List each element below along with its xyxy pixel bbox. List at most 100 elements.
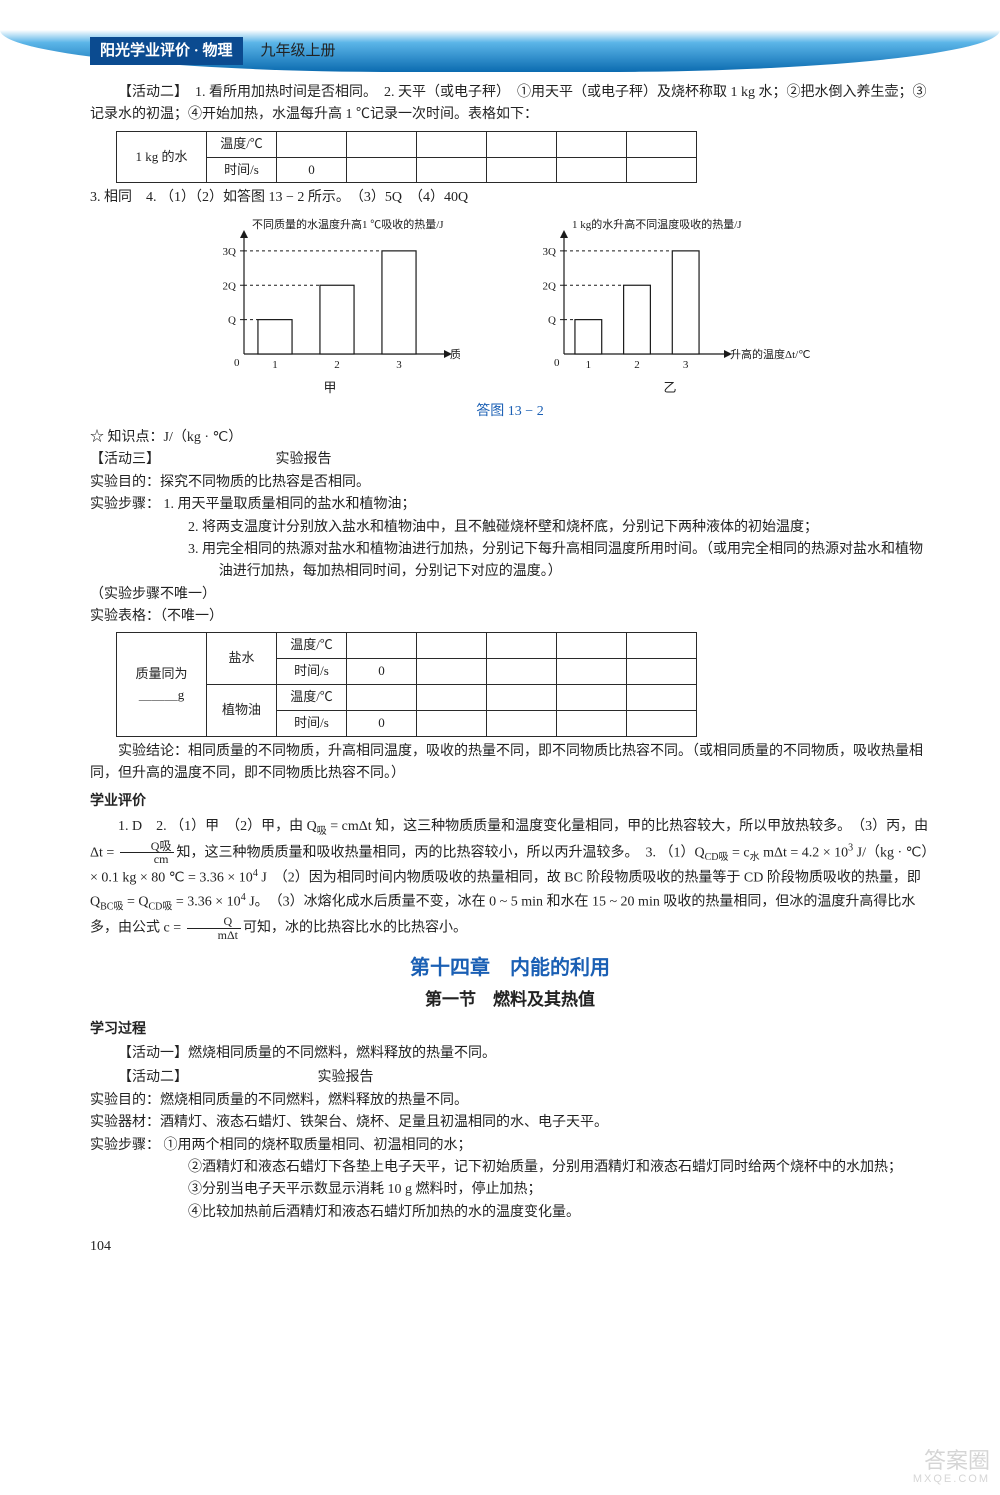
svg-text:1: 1 (586, 359, 592, 371)
learn-s3: ③分别当电子天平示数显示消耗 10 g 燃料时，停止加热； (188, 1179, 930, 1201)
tbl2-temp1: 温度/℃ (277, 633, 347, 659)
tbl2-temp2: 温度/℃ (277, 685, 347, 711)
activity2-table: 1 kg 的水 温度/℃ 时间/s 0 (116, 131, 697, 184)
ev-a: 1. D 2. （1）甲 （2）甲，由 Q (118, 819, 317, 834)
tbl1-r1: 温度/℃ (207, 131, 277, 157)
svg-text:0: 0 (554, 357, 560, 369)
tbl2-mass-u: ＿＿＿g (139, 687, 185, 702)
svg-text:不同质量的水温度升高1 ℃吸收的热量/J: 不同质量的水温度升高1 ℃吸收的热量/J (252, 217, 444, 231)
svg-text:2: 2 (334, 359, 340, 371)
learn-report-title: 实验报告 (192, 1067, 472, 1089)
svg-text:1 kg的水升高不同温度吸收的热量/J: 1 kg的水升高不同温度吸收的热量/J (572, 217, 742, 231)
chart-jia: 不同质量的水温度升高1 ℃吸收的热量/J 0 Q 2Q 3Q 1 2 3 质量/kg 甲 (200, 216, 460, 399)
svg-text:1: 1 (272, 359, 278, 371)
learn-equip: 实验器材：酒精灯、液态石蜡灯、铁架台、烧杯、足量且初温相同的水、电子天平。 (90, 1112, 930, 1134)
chart1-sub: 甲 (200, 378, 460, 399)
svg-text:2Q: 2Q (543, 280, 557, 292)
ev-c: 知，这三种物质质量和吸收热量相同，丙的比热容较小，所以丙升温较多。 3. （1）… (176, 845, 704, 860)
ev-f2d: mΔt (187, 929, 241, 942)
evaluation-heading: 学业评价 (90, 791, 930, 813)
svg-text:0: 0 (234, 357, 240, 369)
act3-h: 【活动三】 (90, 452, 160, 467)
svg-text:3: 3 (683, 359, 689, 371)
act3-s2: 2. 将两支温度计分别放入盐水和植物油中，且不触碰烧杯壁和烧杯底，分别记下两种液… (188, 517, 930, 539)
ev-sub2: CD吸 (705, 852, 729, 863)
book-title: 阳光学业评价 · 物理 (90, 37, 243, 65)
act3-purpose: 实验目的：探究不同物质的比热容是否相同。 (90, 472, 930, 494)
activity3-heading: 【活动三】 实验报告 (90, 449, 930, 471)
ev-d: = c (728, 845, 749, 860)
activity2-line3: 3. 相同 4. （1）（2）如答图 13 − 2 所示。 （3）5Q （4）4… (90, 187, 930, 209)
learning-a2: 【活动二】 实验报告 (90, 1067, 930, 1089)
act3-conclusion: 实验结论：相同质量的不同物质，升高相同温度，吸收的热量不同，即不同物质比热容不同… (90, 741, 930, 786)
tbl1-left: 1 kg 的水 (117, 131, 207, 183)
tbl2-mass-l: 质量同为 (135, 666, 187, 681)
ev-frac2: QmΔt (187, 915, 241, 941)
knowledge-point: ☆ 知识点：J/（kg · ℃） (90, 427, 930, 449)
tbl2-oil: 植物油 (207, 685, 277, 737)
ev-sub1: 吸 (317, 826, 327, 837)
ev-sub3: 水 (750, 852, 760, 863)
chart-yi: 1 kg的水升高不同温度吸收的热量/J 0 Q 2Q 3Q 1 2 3 升高的温度Δt/℃ 乙 (520, 216, 820, 399)
learn-sl: 实验步骤： (90, 1138, 160, 1153)
tbl1-r2: 时间/s (207, 157, 277, 183)
page-header: 阳光学业评价 · 物理 九年级上册 (0, 30, 1000, 72)
ev-sub4: BC吸 (100, 901, 123, 912)
evaluation-body: 1. D 2. （1）甲 （2）甲，由 Q吸 = c mΔt 知，这三种物质质量和… (90, 816, 930, 942)
ev-frac1: Q吸cm (120, 840, 175, 866)
tbl2-z2: 0 (347, 710, 417, 736)
tbl1-zero: 0 (277, 157, 347, 183)
learn-a2-h: 【活动二】 (118, 1070, 188, 1085)
tbl2-z1: 0 (347, 659, 417, 685)
tbl2-time1: 时间/s (277, 659, 347, 685)
ev-f1d: cm (120, 853, 175, 866)
chapter14-sub: 第一节 燃料及其热值 (90, 986, 930, 1013)
learn-steps: ②酒精灯和液态石蜡灯下各垫上电子天平，记下初始质量，分别用酒精灯和液态石蜡灯同时… (188, 1157, 930, 1224)
watermark: 答案圈 MXQE.COM (913, 1449, 990, 1485)
svg-text:Q: Q (548, 314, 556, 326)
chapter14-title: 第十四章 内能的利用 (90, 952, 930, 984)
tbl2-salt: 盐水 (207, 633, 277, 685)
learn-s4: ④比较加热前后酒精灯和液态石蜡灯所加热的水的温度变化量。 (188, 1202, 930, 1224)
ev-sub5: CD吸 (148, 901, 172, 912)
act3-s1: 1. 用天平量取质量相同的盐水和植物油； (164, 497, 416, 512)
ev-h: = Q (123, 895, 148, 910)
activity2-lead: 【活动二】 1. 看所用加热时间是否相同。 2. 天平（或电子秤） ①用天平（或… (90, 82, 930, 127)
svg-text:2: 2 (634, 359, 640, 371)
act3-sl: 实验步骤： (90, 497, 160, 512)
learn-s1: ①用两个相同的烧杯取质量相同、初温相同的水； (164, 1138, 472, 1153)
svg-text:3Q: 3Q (223, 246, 237, 258)
svg-text:2Q: 2Q (223, 280, 237, 292)
svg-text:3Q: 3Q (543, 246, 557, 258)
act3-steps: 2. 将两支温度计分别放入盐水和植物油中，且不触碰烧杯壁和烧杯底，分别记下两种液… (188, 517, 930, 584)
activity3-table: 质量同为 ＿＿＿g 盐水 温度/℃ 时间/s 0 植物油 温度/℃ 时间/s 0 (116, 632, 697, 736)
tbl2-time2: 时间/s (277, 710, 347, 736)
wm-small: MXQE.COM (913, 1473, 990, 1485)
wm-big: 答案圈 (913, 1449, 990, 1473)
ev-f2n: Q (187, 915, 241, 929)
grade-label: 九年级上册 (261, 39, 336, 63)
page-number: 104 (90, 1236, 930, 1258)
svg-text:Q: Q (228, 314, 236, 326)
svg-text:升高的温度Δt/℃: 升高的温度Δt/℃ (730, 347, 811, 361)
ev-f1n: Q吸 (120, 840, 175, 854)
figure-caption: 答图 13 − 2 (90, 401, 930, 423)
act3-report-title: 实验报告 (164, 449, 444, 471)
learn-steps-label: 实验步骤： ①用两个相同的烧杯取质量相同、初温相同的水； (90, 1135, 930, 1157)
act3-table-note: 实验表格：（不唯一） (90, 606, 930, 628)
act3-steps-note: （实验步骤不唯一） (90, 584, 930, 606)
chart2-sub: 乙 (520, 378, 820, 399)
ev-k: 可知，冰的比热容比水的比热容小。 (243, 921, 467, 936)
act3-s3: 3. 用完全相同的热源对盐水和植物油进行加热，分别记下每升高相同温度所用时间。（… (188, 539, 930, 584)
learn-s2: ②酒精灯和液态石蜡灯下各垫上电子天平，记下初始质量，分别用酒精灯和液态石蜡灯同时… (188, 1157, 930, 1179)
learning-a1: 【活动一】燃烧相同质量的不同燃料，燃料释放的热量不同。 (90, 1043, 930, 1065)
charts-row: 不同质量的水温度升高1 ℃吸收的热量/J0Q2Q3Q123质量/kg 甲 1 k… (90, 216, 930, 399)
svg-text:质量/kg: 质量/kg (450, 348, 460, 361)
ev-i: = 3.36 × 10 (172, 895, 240, 910)
svg-text:3: 3 (396, 359, 402, 371)
learn-purpose: 实验目的：燃烧相同质量的不同燃料，燃料释放的热量不同。 (90, 1090, 930, 1112)
ev-e: mΔt = 4.2 × 10 (760, 845, 849, 860)
act3-steps-label: 实验步骤： 1. 用天平量取质量相同的盐水和植物油； (90, 494, 930, 516)
learning-heading: 学习过程 (90, 1019, 930, 1041)
tbl2-mass: 质量同为 ＿＿＿g (117, 633, 207, 736)
